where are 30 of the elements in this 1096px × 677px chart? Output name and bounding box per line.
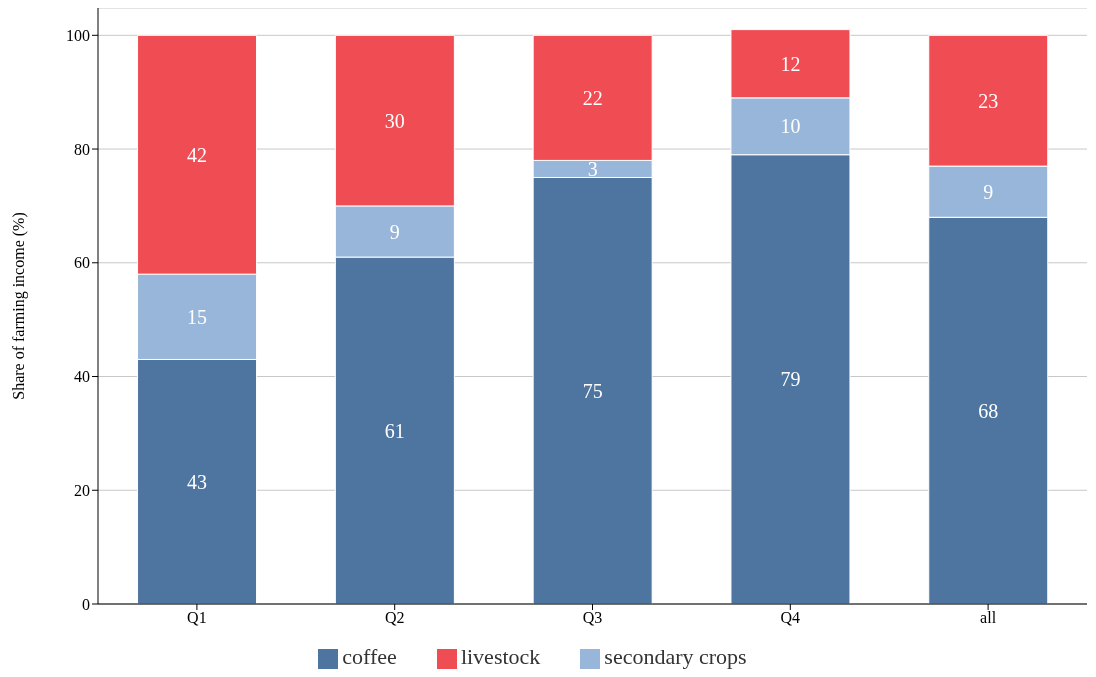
data-label: 79 <box>780 368 801 391</box>
y-axis-title: Share of farming income (%) <box>9 212 28 400</box>
x-tick-label: all <box>980 609 997 627</box>
data-label: 9 <box>983 180 994 203</box>
y-tick-label: 80 <box>74 140 90 158</box>
x-tick-label: Q2 <box>384 609 405 627</box>
x-tick-label: Q1 <box>187 609 207 627</box>
y-tick-label: 20 <box>74 481 90 499</box>
legend-label: coffee <box>342 644 397 669</box>
data-label: 22 <box>582 86 603 109</box>
data-label: 42 <box>187 143 208 166</box>
y-tick-label: 60 <box>74 254 90 272</box>
data-label: 75 <box>582 379 603 402</box>
x-tick-label: Q4 <box>780 609 801 627</box>
y-tick-label: 40 <box>74 368 90 386</box>
data-label: 12 <box>780 52 801 75</box>
data-label: 43 <box>187 470 208 493</box>
data-label: 23 <box>978 89 999 112</box>
data-label: 30 <box>384 109 405 132</box>
legend-label: secondary crops <box>604 644 747 669</box>
data-label: 3 <box>587 158 598 181</box>
data-label: 15 <box>187 305 208 328</box>
data-label: 10 <box>780 115 801 138</box>
legend-label: livestock <box>460 644 541 669</box>
y-tick-label: 0 <box>82 595 90 613</box>
data-label: 68 <box>978 399 999 422</box>
data-label: 61 <box>384 419 405 442</box>
data-label: 9 <box>389 220 400 243</box>
y-tick-label: 100 <box>66 26 90 44</box>
x-tick-label: Q3 <box>582 609 603 627</box>
